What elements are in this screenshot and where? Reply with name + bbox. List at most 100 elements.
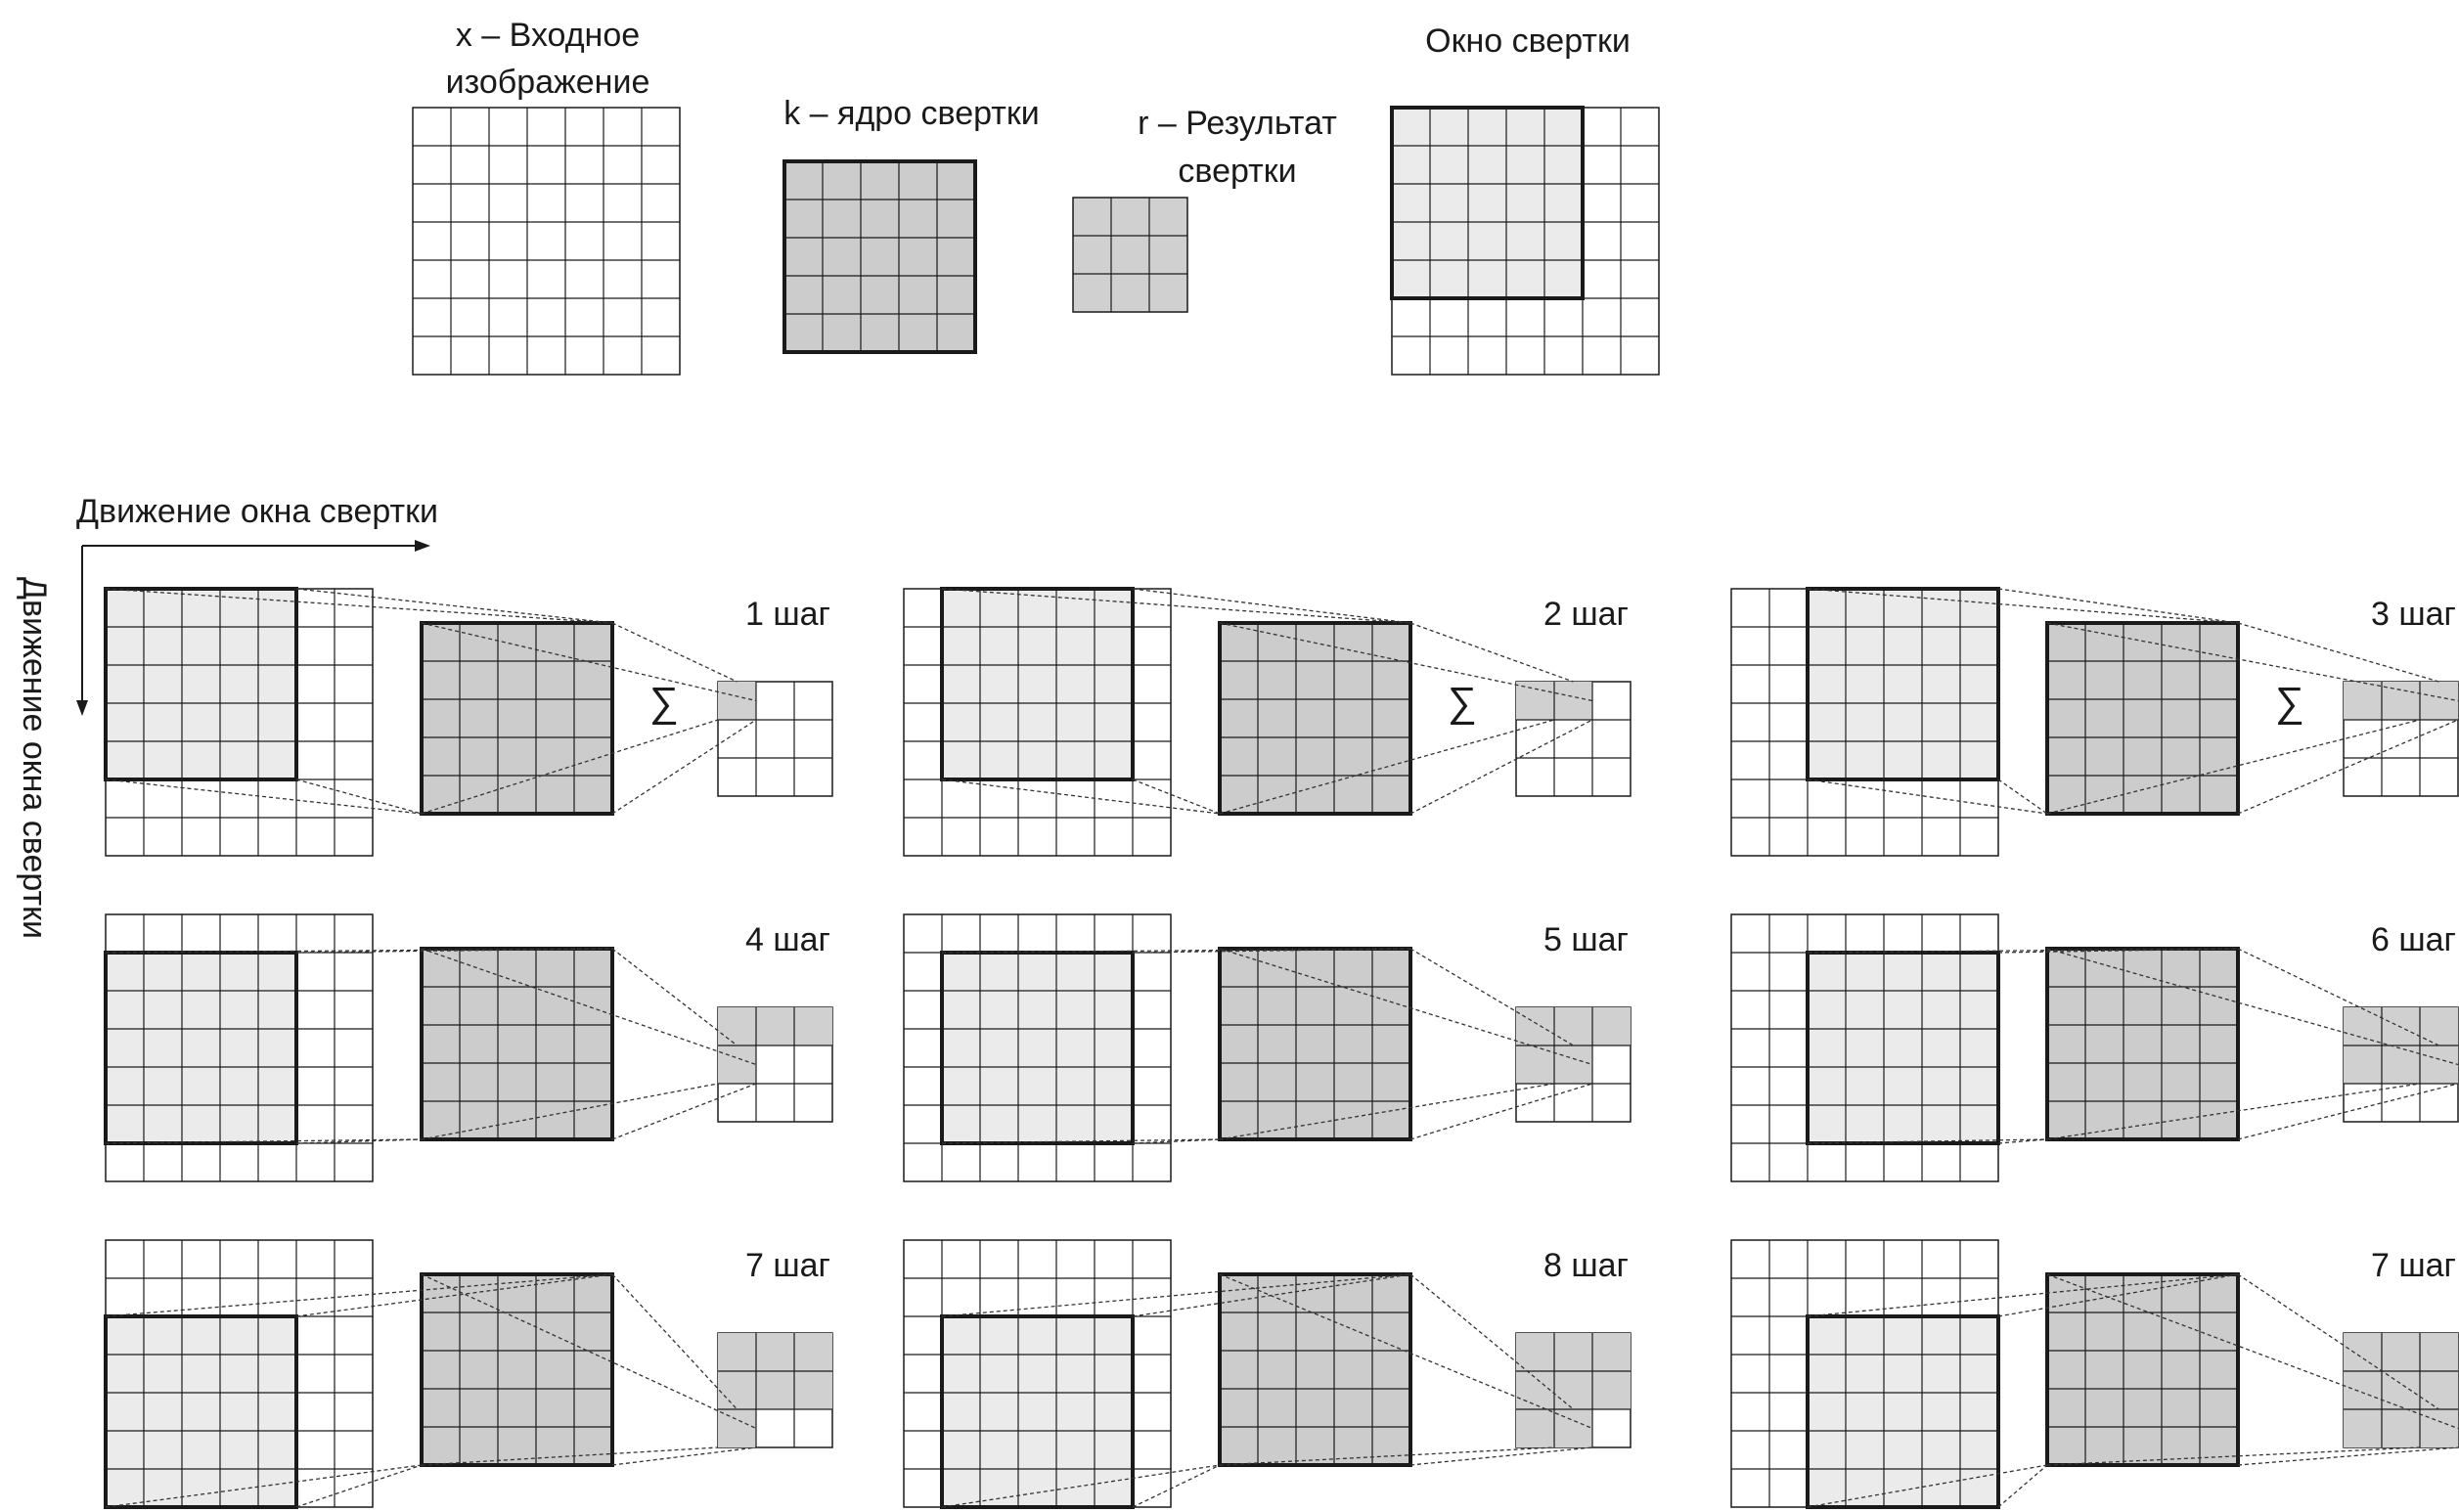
- result-cell-filled: [2420, 1333, 2458, 1371]
- kernel-label: k – ядро свертки: [783, 95, 1040, 132]
- step-panel: 4 шаг: [104, 913, 833, 1182]
- projection-line: [1409, 622, 1574, 683]
- step-panel: 5 шаг: [903, 913, 1632, 1182]
- projection-line: [1997, 1464, 2048, 1508]
- projection-line: [105, 948, 613, 954]
- result-cell-filled: [1554, 1371, 1592, 1409]
- result-cell-filled: [1554, 1045, 1592, 1084]
- result-cell-filled: [2382, 1333, 2420, 1371]
- result-cell-filled: [1516, 1333, 1554, 1371]
- step-result-grid: [717, 1006, 833, 1123]
- result-cell-filled: [2344, 1333, 2382, 1371]
- input-image-grid: [412, 107, 681, 376]
- step-panel: 1 шаг ∑: [104, 587, 833, 857]
- projection-line: [295, 1464, 423, 1508]
- step-kernel-border: [1218, 947, 1412, 1141]
- projection-line: [1219, 622, 1593, 702]
- step-result-grid: [717, 1332, 833, 1448]
- projection-line: [941, 1273, 1411, 1317]
- result-cell-filled: [718, 1333, 756, 1371]
- projection-line: [295, 948, 613, 954]
- window-border: [1390, 106, 1585, 300]
- projection-line: [1997, 588, 2239, 624]
- step-label: 5 шаг: [1543, 921, 1629, 958]
- projection-line: [421, 948, 757, 1066]
- projection-line: [611, 1083, 757, 1140]
- step-window-border: [940, 1314, 1135, 1509]
- projection-line: [941, 588, 1411, 624]
- step-window-border: [104, 1314, 298, 1509]
- step-kernel-border: [1218, 1272, 1412, 1467]
- projection-line: [105, 1138, 423, 1144]
- step-kernel-grid: [421, 622, 613, 815]
- projection-line: [1409, 1273, 1574, 1410]
- projection-line: [611, 1446, 757, 1466]
- projection-line: [105, 778, 423, 815]
- result-cell-filled: [794, 1371, 832, 1409]
- kernel-grid: [783, 160, 976, 353]
- step-window-border: [104, 587, 298, 781]
- projection-line: [421, 719, 719, 815]
- result-cell-filled: [1516, 1371, 1554, 1409]
- projection-line: [1219, 948, 1593, 1066]
- projection-line: [2237, 1083, 2459, 1140]
- result-cell-filled: [1592, 1007, 1631, 1045]
- result-cell-filled: [1516, 1007, 1554, 1045]
- step-result-grid: [1515, 681, 1632, 797]
- result-cell-filled: [1516, 682, 1554, 720]
- step-kernel-grid: [421, 1273, 613, 1466]
- projection-line: [2046, 1446, 2421, 1466]
- input-label-line2: изображение: [446, 64, 650, 101]
- projection-line: [2237, 1273, 2439, 1410]
- step-window-fill: [1808, 1316, 1998, 1507]
- step-panel: 7 шаг: [104, 1239, 833, 1509]
- result-cell-filled: [2382, 1409, 2420, 1447]
- step-window-border: [940, 587, 1135, 781]
- projection-line: [611, 719, 757, 815]
- step-label: 7 шаг: [745, 1247, 830, 1284]
- result-cell-filled: [2344, 682, 2382, 720]
- projection-line: [295, 1138, 423, 1144]
- step-result-grid: [2343, 681, 2459, 797]
- result-cell-filled: [2420, 1409, 2458, 1447]
- projection-line: [611, 622, 738, 683]
- step-kernel-border: [1218, 621, 1412, 816]
- step-kernel-grid: [1219, 1273, 1411, 1466]
- projection-line: [295, 778, 423, 815]
- projection-line: [1807, 1138, 2048, 1144]
- result-cell-filled: [1592, 1333, 1631, 1371]
- result-cell-filled: [1554, 1007, 1592, 1045]
- projection-line: [1409, 1083, 1593, 1140]
- projection-line: [2046, 1273, 2459, 1430]
- projection-line: [105, 1464, 423, 1508]
- result-cell-filled: [2420, 1371, 2458, 1409]
- projection-line: [105, 588, 613, 624]
- sum-symbol: ∑: [649, 679, 679, 725]
- projection-line: [2237, 948, 2439, 1046]
- projection-line: [295, 1273, 613, 1317]
- projection-line: [2046, 622, 2459, 702]
- vertical-arrow-head: [76, 700, 88, 716]
- result-cell-filled: [756, 1007, 794, 1045]
- projection-line: [1132, 1138, 1221, 1144]
- step-window-fill: [1808, 953, 1998, 1143]
- projection-line: [2237, 719, 2459, 815]
- step-window-fill: [942, 589, 1133, 779]
- result-cell-filled: [2420, 682, 2458, 720]
- result-cell-filled: [718, 1045, 756, 1084]
- step-kernel-grid: [1219, 622, 1411, 815]
- step-label: 3 шаг: [2371, 596, 2456, 633]
- step-label: 6 шаг: [2371, 921, 2456, 958]
- result-cell-filled: [2420, 1007, 2458, 1045]
- projection-line: [1219, 1083, 1555, 1140]
- step-kernel-grid: [2046, 1273, 2239, 1466]
- step-kernel-border: [2045, 621, 2240, 816]
- result-cell-filled: [718, 1371, 756, 1409]
- step-window-fill: [106, 1316, 296, 1507]
- step-result-grid: [1515, 1006, 1632, 1123]
- projection-line: [1409, 948, 1574, 1046]
- vertical-direction-label: Движение окна свертки: [16, 577, 53, 939]
- result-cell-filled: [718, 1409, 756, 1447]
- steps-layer: 1 шаг ∑ 2 шаг ∑ 3 шаг ∑ 4 шаг 5 шаг 6 шаг 7 шаг 8 …: [104, 587, 2459, 1509]
